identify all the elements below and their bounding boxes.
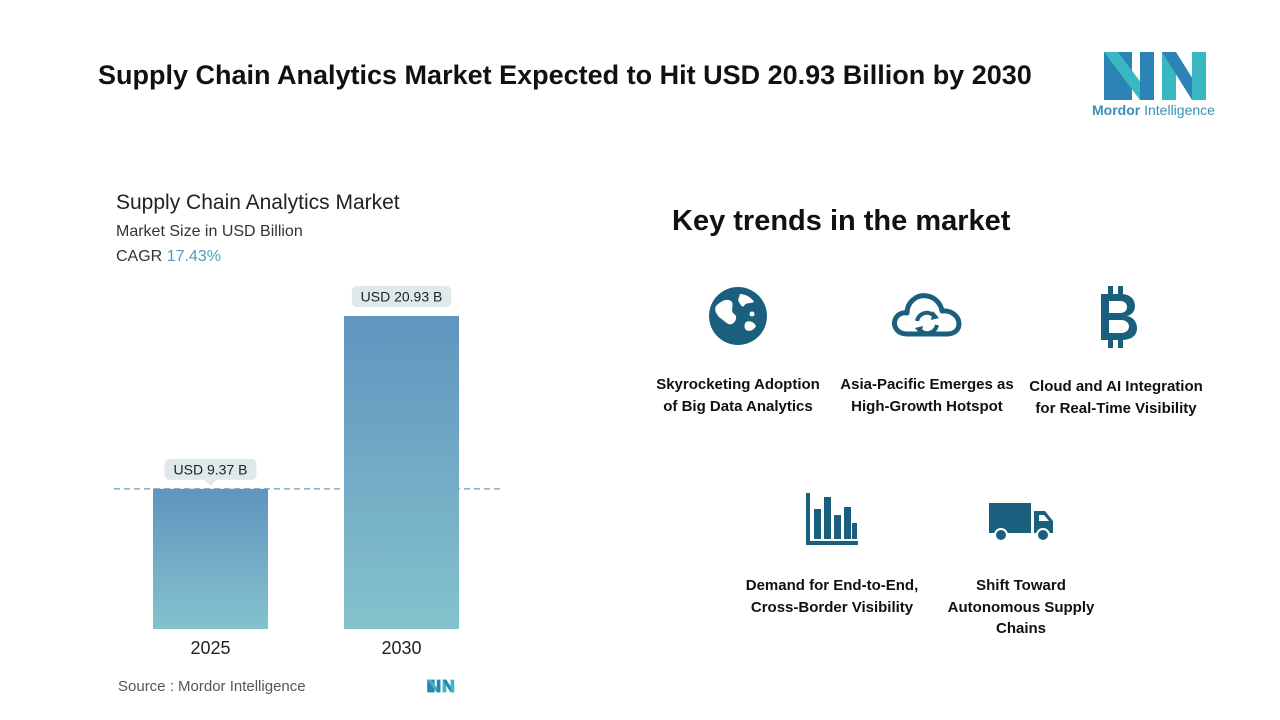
- bar-chart-icon: [806, 493, 858, 545]
- mordor-mini-logo-icon: [427, 679, 455, 693]
- trend-label: Cloud and AI Integration for Real-Time V…: [1029, 378, 1203, 417]
- cloud-sync-icon: [892, 293, 962, 337]
- data-label: USD 20.93 B: [361, 288, 443, 304]
- mordor-logo-icon: [1104, 52, 1206, 100]
- page-title: Supply Chain Analytics Market Expected t…: [98, 60, 1032, 90]
- globe-icon: [709, 287, 767, 345]
- trend-label: Skyrocketing Adoption of Big Data Analyt…: [656, 376, 820, 415]
- data-label-bg: [351, 285, 452, 307]
- brand-name: Mordor Intelligence: [1092, 102, 1215, 118]
- trend-item: Asia-Pacific Emerges as High-Growth Hots…: [837, 284, 1017, 417]
- bitcoin-icon: [1101, 286, 1137, 348]
- chart-title: Supply Chain Analytics Market: [116, 191, 400, 214]
- trend-item: Demand for End-to-End, Cross-Border Visi…: [742, 489, 922, 618]
- data-label-bg: [164, 458, 257, 480]
- trend-item: Cloud and AI Integration for Real-Time V…: [1026, 284, 1206, 419]
- data-label-pointer: [204, 479, 217, 486]
- truck-icon: [989, 503, 1053, 542]
- cagr-label: CAGR 17.43%: [116, 248, 221, 265]
- trends-title: Key trends in the market: [672, 205, 1011, 237]
- bar-chart: USD 9.37 B 2025 USD 20.93 B 2030: [114, 285, 500, 658]
- bar-2025: [153, 488, 268, 629]
- bar-2030: [344, 315, 459, 629]
- x-tick-label: 2025: [190, 638, 230, 658]
- trend-item: Shift Toward Autonomous Supply Chains: [931, 489, 1111, 640]
- trend-label: Asia-Pacific Emerges as High-Growth Hots…: [840, 376, 1014, 415]
- x-tick-label: 2030: [381, 638, 421, 658]
- trend-item: Skyrocketing Adoption of Big Data Analyt…: [648, 284, 828, 417]
- trend-label: Shift Toward Autonomous Supply Chains: [947, 577, 1095, 637]
- trend-label: Demand for End-to-End, Cross-Border Visi…: [745, 577, 919, 616]
- source-note: Source : Mordor Intelligence: [118, 678, 306, 695]
- data-label: USD 9.37 B: [174, 461, 248, 477]
- cagr-value: 17.43%: [166, 248, 221, 265]
- chart-subtitle: Market Size in USD Billion: [116, 223, 303, 240]
